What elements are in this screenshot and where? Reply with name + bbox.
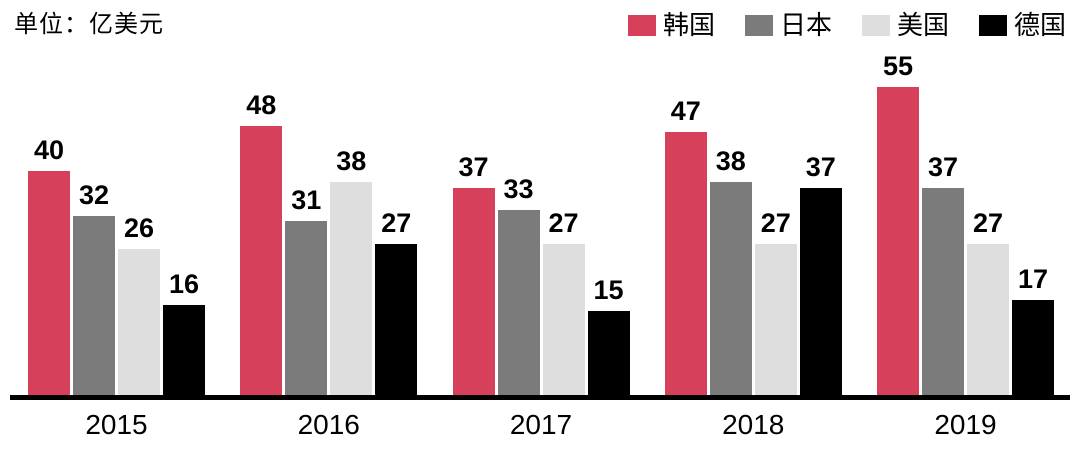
legend-swatch-germany [978, 14, 1007, 36]
bar-value-usa-2017: 27 [548, 208, 579, 238]
bar-value-south-korea-2017: 37 [458, 152, 489, 182]
bar-value-usa-2015: 26 [123, 213, 155, 243]
bar-value-south-korea-2018: 47 [670, 96, 701, 126]
bar-value-japan-2018: 38 [715, 146, 746, 176]
x-axis-label-2017: 2017 [509, 409, 573, 440]
legend-item-south-korea: 韩国 [627, 10, 715, 40]
bar-value-germany-2019: 17 [1017, 264, 1049, 294]
bar-col-usa-2015: 26 [118, 50, 160, 395]
legend: 韩国 日本 美国 德国 [627, 10, 1066, 40]
legend-item-germany: 德国 [978, 10, 1066, 40]
bar-col-south-korea-2019: 55 [877, 50, 919, 395]
bar-col-germany-2017: 15 [587, 50, 630, 395]
bar-col-usa-2016: 38 [330, 50, 373, 395]
bar-japan-2018 [709, 182, 752, 395]
bar-value-usa-2019: 27 [972, 208, 1004, 238]
legend-label-usa: 美国 [896, 10, 949, 40]
bar-usa-2016 [330, 182, 373, 395]
bar-col-south-korea-2018: 47 [664, 50, 707, 395]
bar-value-japan-2017: 33 [503, 174, 534, 204]
x-axis-labels: 2015 2016 2017 2018 2019 [0, 400, 1080, 442]
legend-item-usa: 美国 [861, 10, 949, 40]
bar-usa-2017 [542, 244, 585, 395]
bar-col-south-korea-2017: 37 [452, 50, 495, 395]
bar-value-japan-2016: 31 [291, 185, 322, 215]
bar-value-germany-2017: 15 [593, 275, 624, 305]
legend-swatch-usa [861, 14, 890, 36]
bar-value-usa-2016: 38 [336, 146, 367, 176]
bar-value-germany-2018: 37 [805, 152, 836, 182]
bar-col-usa-2019: 27 [967, 50, 1009, 395]
bar-value-south-korea-2015: 40 [33, 135, 65, 165]
x-axis-line [10, 395, 1070, 400]
unit-label: 单位：亿美元 [14, 11, 164, 38]
bar-usa-2015 [118, 249, 160, 395]
bar-germany-2017 [587, 311, 630, 395]
bar-value-germany-2015: 16 [168, 269, 200, 299]
bar-col-japan-2018: 38 [709, 50, 752, 395]
bar-south-korea-2018 [664, 132, 707, 395]
bar-germany-2016 [375, 244, 418, 395]
bar-value-germany-2016: 27 [381, 208, 412, 238]
bar-col-south-korea-2016: 48 [240, 50, 283, 395]
bar-group-2015: 40 32 26 16 [28, 50, 205, 395]
bar-group-2018: 47 38 27 37 [664, 50, 842, 395]
bar-south-korea-2017 [452, 188, 495, 395]
bar-germany-2018 [799, 188, 842, 395]
bar-germany-2015 [163, 305, 205, 395]
bar-usa-2019 [967, 244, 1009, 395]
x-axis-label-2016: 2016 [297, 409, 360, 440]
bar-col-japan-2019: 37 [922, 50, 964, 395]
bar-col-japan-2017: 33 [497, 50, 540, 395]
bar-south-korea-2015 [28, 171, 70, 395]
legend-swatch-japan [744, 14, 773, 36]
legend-swatch-south-korea [627, 14, 656, 36]
bar-value-japan-2019: 37 [927, 152, 959, 182]
legend-label-japan: 日本 [779, 10, 832, 40]
bar-col-germany-2018: 37 [799, 50, 842, 395]
bar-value-south-korea-2016: 48 [246, 90, 277, 120]
bar-col-usa-2018: 27 [754, 50, 797, 395]
bar-group-2019: 55 37 27 17 [877, 50, 1054, 395]
bar-japan-2019 [922, 188, 964, 395]
bar-group-2016: 48 31 38 27 [240, 50, 418, 395]
bar-usa-2018 [754, 244, 797, 395]
x-axis-label-2019: 2019 [934, 409, 997, 440]
bar-value-usa-2018: 27 [760, 208, 791, 238]
x-axis-label-2015: 2015 [85, 409, 148, 440]
bar-japan-2016 [285, 221, 328, 395]
bar-japan-2017 [497, 210, 540, 395]
bar-col-japan-2016: 31 [285, 50, 328, 395]
x-axis-label-2018: 2018 [722, 409, 785, 440]
chart-header: 单位：亿美元 韩国 日本 美国 德国 [0, 0, 1080, 50]
bar-value-japan-2015: 32 [78, 180, 110, 210]
bar-south-korea-2019 [877, 87, 919, 395]
legend-item-japan: 日本 [744, 10, 832, 40]
plot-area: 40 32 26 16 48 31 38 27 37 33 27 15 47 38 27 37 55 37 27 17 [0, 50, 1080, 395]
legend-label-germany: 德国 [1013, 10, 1066, 40]
bar-col-germany-2016: 27 [375, 50, 418, 395]
bar-col-south-korea-2015: 40 [28, 50, 70, 395]
bar-col-germany-2019: 17 [1012, 50, 1054, 395]
bar-col-germany-2015: 16 [163, 50, 205, 395]
bar-japan-2015 [73, 216, 115, 395]
bar-col-japan-2015: 32 [73, 50, 115, 395]
legend-label-south-korea: 韩国 [662, 10, 715, 40]
bar-south-korea-2016 [240, 126, 283, 395]
bar-germany-2019 [1012, 300, 1054, 395]
bar-group-2017: 37 33 27 15 [452, 50, 630, 395]
bar-col-usa-2017: 27 [542, 50, 585, 395]
bar-value-south-korea-2019: 55 [882, 51, 914, 81]
